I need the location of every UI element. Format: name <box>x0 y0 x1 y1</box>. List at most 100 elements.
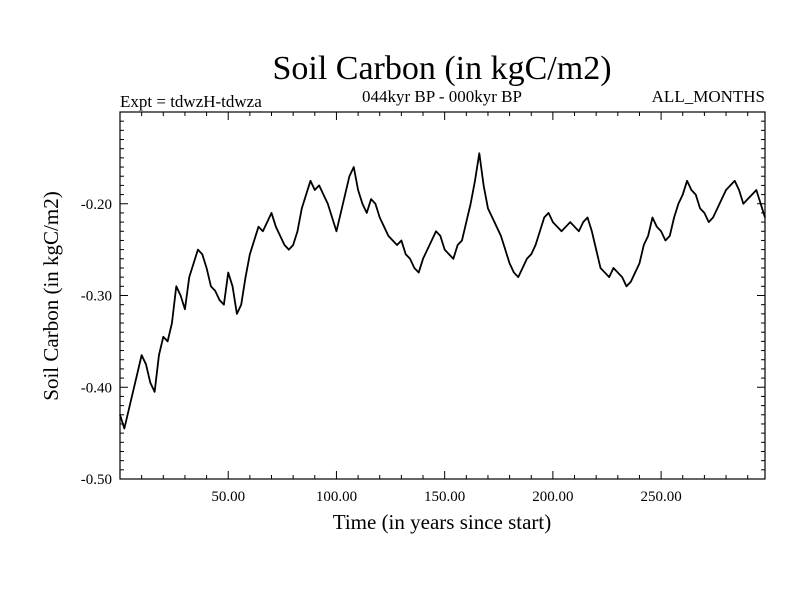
data-point <box>357 189 359 191</box>
data-point <box>608 276 610 278</box>
data-point <box>396 244 398 246</box>
x-tick-label: 100.00 <box>316 489 357 505</box>
data-point <box>569 221 571 223</box>
data-point <box>526 258 528 260</box>
y-tick-label: -0.50 <box>81 472 112 488</box>
data-point <box>167 340 169 342</box>
data-point <box>478 152 480 154</box>
data-point <box>543 216 545 219</box>
data-point <box>669 235 671 237</box>
data-point <box>210 285 212 287</box>
data-point <box>638 262 641 264</box>
data-point <box>612 267 615 269</box>
data-point <box>573 226 576 228</box>
data-point <box>461 239 463 242</box>
data-point <box>465 221 467 223</box>
y-axis-label: Soil Carbon (in kgC/m2) <box>39 191 63 400</box>
data-point <box>262 230 264 232</box>
data-point <box>141 354 143 356</box>
data-point <box>348 175 351 177</box>
data-point <box>444 249 446 251</box>
data-point <box>634 271 636 274</box>
data-point <box>474 180 476 182</box>
data-point <box>686 180 688 182</box>
data-point <box>547 212 550 214</box>
data-point <box>725 189 727 191</box>
data-point <box>621 276 623 278</box>
data-point <box>296 230 299 232</box>
data-point <box>344 193 346 196</box>
data-point <box>448 253 450 255</box>
data-point <box>496 226 498 228</box>
data-point <box>154 391 156 393</box>
data-point <box>266 221 268 223</box>
data-point <box>379 216 381 219</box>
data-point <box>270 212 273 214</box>
data-point <box>128 409 130 411</box>
x-axis-label: Time (in years since start) <box>333 510 552 534</box>
data-point <box>422 258 424 260</box>
data-point <box>712 216 714 219</box>
subtitle-center: 044kyr BP - 000kyr BP <box>362 87 522 106</box>
subtitle-right: ALL_MONTHS <box>652 87 765 106</box>
data-point <box>439 235 441 237</box>
data-point <box>534 244 537 246</box>
data-point <box>656 226 658 228</box>
data-point <box>764 216 766 219</box>
data-point <box>205 267 208 269</box>
data-point <box>435 230 437 232</box>
data-point <box>236 313 238 315</box>
data-point <box>249 253 251 255</box>
data-point <box>119 414 121 416</box>
data-point <box>340 212 342 214</box>
data-point <box>283 244 286 246</box>
data-point <box>660 230 662 232</box>
data-point <box>487 207 489 209</box>
data-point <box>708 221 710 223</box>
subtitle-left: Expt = tdwzH-tdwza <box>120 92 262 111</box>
data-point <box>690 189 693 191</box>
data-point <box>426 249 428 251</box>
data-point <box>560 230 563 232</box>
data-point <box>279 235 281 237</box>
data-point <box>699 207 701 209</box>
data-point <box>513 271 515 274</box>
data-point <box>556 226 558 228</box>
data-point <box>257 226 260 228</box>
data-point <box>716 207 718 209</box>
data-point <box>747 198 749 200</box>
data-point <box>335 230 338 232</box>
data-point <box>322 193 325 196</box>
data-point <box>253 239 255 242</box>
data-point <box>327 203 329 205</box>
data-point <box>500 235 502 237</box>
data-point <box>582 221 584 223</box>
data-point <box>309 180 312 182</box>
data-point <box>175 285 177 287</box>
data-point <box>630 281 632 283</box>
data-point <box>695 193 697 196</box>
data-point <box>366 212 368 214</box>
data-point <box>651 216 654 219</box>
data-point <box>595 249 597 251</box>
data-point <box>231 285 234 287</box>
data-point <box>305 193 307 196</box>
data-point <box>218 299 221 301</box>
data-point <box>517 276 519 278</box>
data-point <box>673 216 675 219</box>
data-point <box>201 253 203 255</box>
data-point <box>227 271 229 274</box>
data-point <box>599 267 602 269</box>
data-point <box>530 253 532 255</box>
data-point <box>192 262 195 264</box>
data-point <box>617 271 619 274</box>
data-point <box>738 189 740 191</box>
data-point <box>400 239 402 242</box>
data-point <box>392 239 394 242</box>
data-point <box>240 304 242 306</box>
data-point <box>760 203 762 205</box>
x-tick-label: 250.00 <box>640 489 681 505</box>
data-point <box>132 391 134 393</box>
data-point <box>664 239 667 242</box>
